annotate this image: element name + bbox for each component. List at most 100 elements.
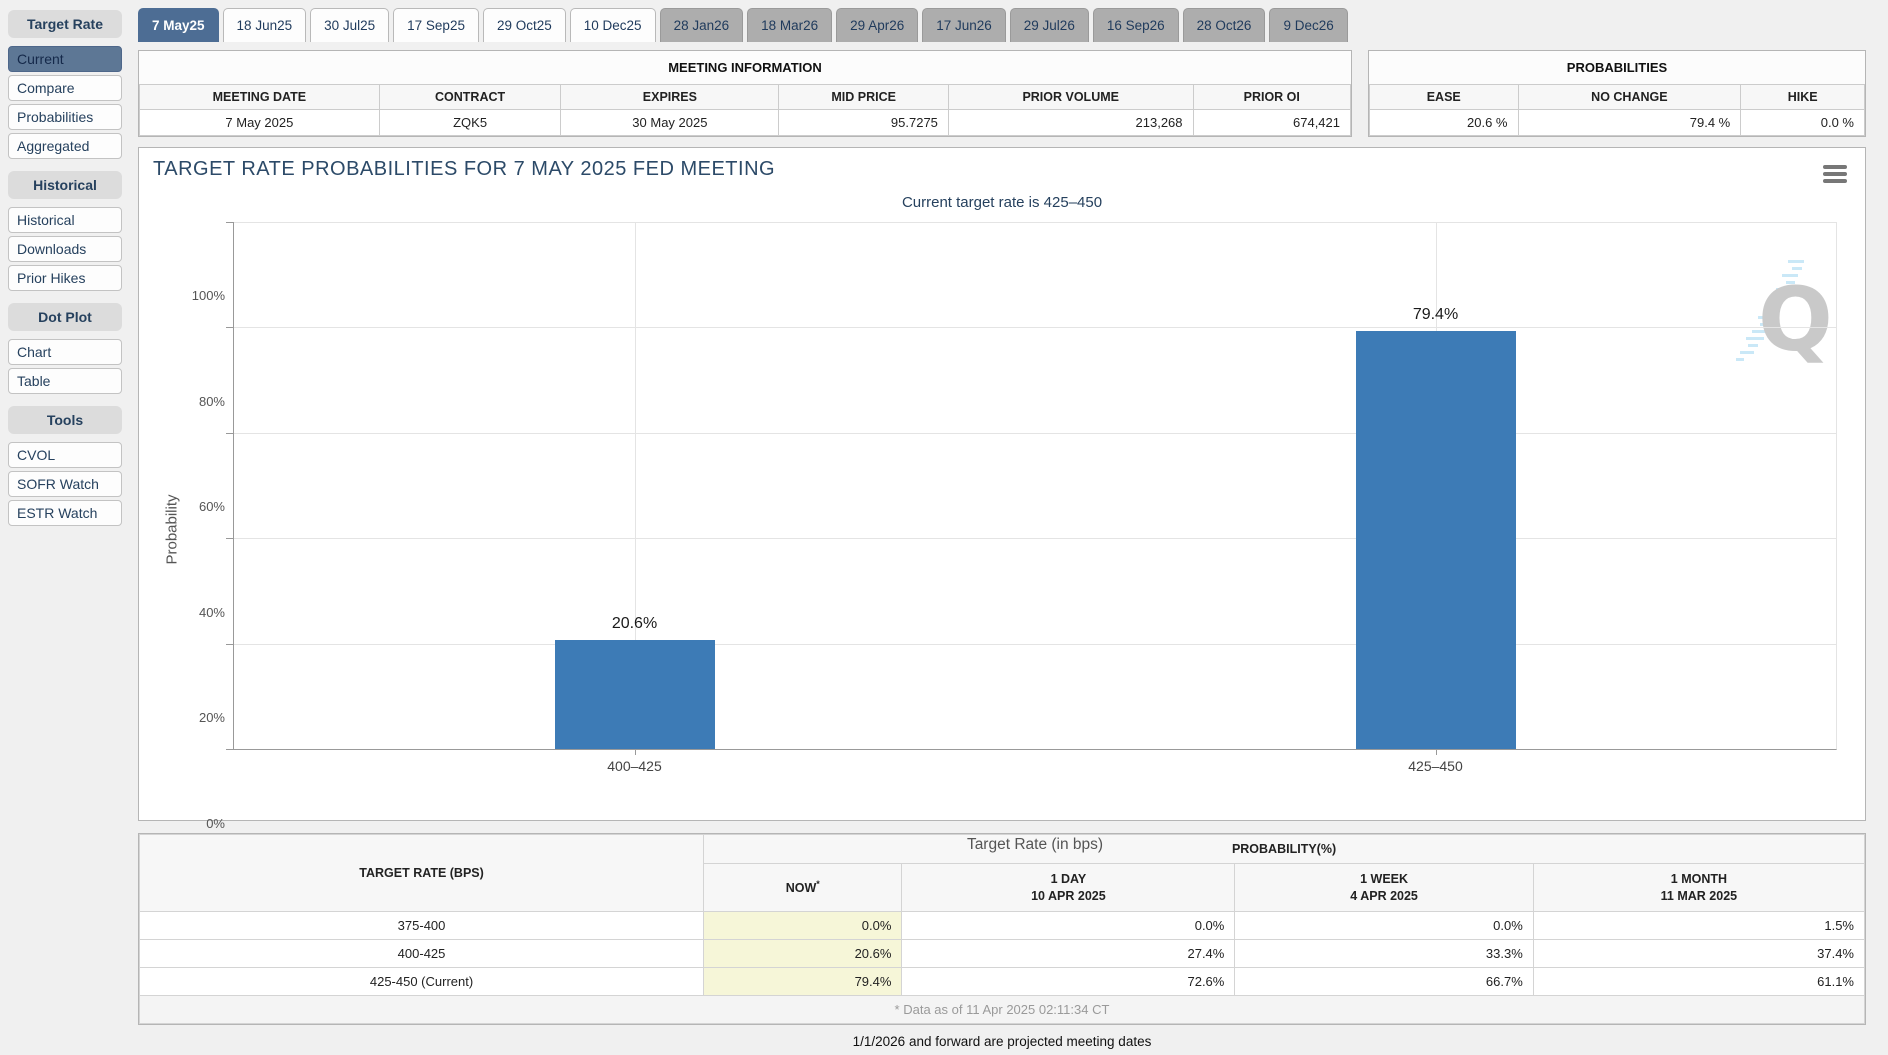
tab-9-dec26[interactable]: 9 Dec26 — [1269, 8, 1348, 42]
y-tick-label: 40% — [198, 604, 225, 620]
meeting-information-panel: MEETING INFORMATION MEETING DATE CONTRACT… — [138, 50, 1352, 137]
x-tick-mark — [1435, 749, 1437, 755]
prob-val-hike: 0.0 % — [1740, 109, 1865, 136]
gridline-vertical — [634, 222, 636, 749]
sidebar-item-prior-hikes[interactable]: Prior Hikes — [8, 265, 122, 291]
sidebar-item-cvol[interactable]: CVOL — [8, 442, 122, 468]
target-rate-chart-panel: TARGET RATE PROBABILITIES FOR 7 MAY 2025… — [138, 147, 1866, 853]
sidebar-item-chart[interactable]: Chart — [8, 339, 122, 365]
bar-value-label: 20.6% — [611, 615, 658, 633]
week-cell: 0.0% — [1234, 911, 1534, 940]
rate-cell: 375-400 — [138, 911, 705, 940]
y-tick-label: 100% — [191, 288, 225, 303]
quikstrike-watermark-icon: Q — [1736, 260, 1830, 368]
chart-title: TARGET RATE PROBABILITIES FOR 7 MAY 2025… — [153, 158, 776, 180]
column-header-now: NOW* — [703, 863, 903, 912]
week-cell: 66.7% — [1234, 967, 1534, 996]
tab-29-apr26[interactable]: 29 Apr26 — [836, 8, 919, 42]
meeting-col-contract: CONTRACT — [378, 84, 562, 110]
sidebar-item-downloads[interactable]: Downloads — [8, 236, 122, 262]
meeting-val-mid-price: 95.7275 — [778, 109, 949, 136]
prob-col-hike: HIKE — [1740, 84, 1865, 110]
y-tick-label: 20% — [198, 710, 225, 726]
hamburger-menu-icon[interactable] — [1823, 162, 1847, 186]
month-cell: 37.4% — [1532, 939, 1866, 968]
tab-10-dec25[interactable]: 10 Dec25 — [569, 8, 656, 42]
sidebar-item-estr-watch[interactable]: ESTR Watch — [8, 500, 122, 526]
meeting-information-title: MEETING INFORMATION — [139, 51, 1351, 84]
period-date: 4 APR 2025 — [1350, 889, 1418, 903]
x-tick-label: 400–425 — [607, 758, 662, 774]
probability-history-panel: TARGET RATE (BPS) PROBABILITY(%) NOW* 1 … — [138, 833, 1866, 1025]
period-date: 11 MAR 2025 — [1660, 889, 1738, 903]
table-row-375-400: 375-400 0.0% 0.0% 0.0% 1.5% — [138, 911, 1866, 940]
probabilities-title: PROBABILITIES — [1369, 51, 1865, 84]
column-header-1-day: 1 DAY 10 APR 2025 — [901, 863, 1236, 912]
tab-29-jul26[interactable]: 29 Jul26 — [1009, 8, 1089, 42]
tab-30-jul25[interactable]: 30 Jul25 — [310, 8, 390, 42]
period-date: 10 APR 2025 — [1031, 889, 1106, 903]
column-header-1-week: 1 WEEK 4 APR 2025 — [1234, 863, 1534, 912]
sidebar-item-sofr-watch[interactable]: SOFR Watch — [8, 471, 122, 497]
meeting-date-tabs: 7 May25 18 Jun25 30 Jul25 17 Sep25 29 Oct25 1… — [138, 8, 1866, 42]
chart-body: Probability 0% 20% 40% 60% 80% 100% Q — [153, 222, 1851, 853]
sidebar-header-historical: Historical — [8, 171, 122, 199]
day-cell: 72.6% — [901, 967, 1236, 996]
month-cell: 1.5% — [1532, 911, 1866, 940]
now-cell: 79.4% — [703, 967, 903, 996]
gridline-horizontal — [234, 327, 1836, 329]
period-label: 1 MONTH — [1670, 872, 1728, 886]
y-tick-label: 60% — [198, 499, 225, 515]
sidebar-item-historical[interactable]: Historical — [8, 207, 122, 233]
y-tick-label: 80% — [198, 393, 225, 409]
tab-18-mar26[interactable]: 18 Mar26 — [747, 8, 833, 42]
now-cell: 20.6% — [703, 939, 903, 968]
meeting-information-table: MEETING DATE CONTRACT EXPIRES MID PRICE PRIO… — [139, 84, 1352, 136]
column-header-1-month: 1 MONTH 11 MAR 2025 — [1532, 863, 1866, 912]
day-cell: 27.4% — [901, 939, 1236, 968]
meeting-val-contract: ZQK5 — [378, 109, 562, 136]
y-tick-mark — [226, 538, 234, 540]
period-label: 1 WEEK — [1360, 872, 1409, 886]
prob-val-ease: 20.6 % — [1369, 109, 1519, 136]
chart-subtitle: Current target rate is 425–450 — [901, 194, 1103, 211]
meeting-col-mid-price: MID PRICE — [778, 84, 949, 110]
tab-18-jun25[interactable]: 18 Jun25 — [222, 8, 307, 42]
tab-28-jan26[interactable]: 28 Jan26 — [659, 8, 744, 42]
y-tick-mark — [226, 222, 234, 223]
bar-value-label: 79.4% — [1412, 305, 1459, 323]
meeting-col-expires: EXPIRES — [560, 84, 780, 110]
summary-panels-row: MEETING INFORMATION MEETING DATE CONTRACT… — [138, 50, 1866, 137]
table-row-400-425: 400-425 20.6% 27.4% 33.3% 37.4% — [138, 939, 1866, 968]
column-header-target-rate: TARGET RATE (BPS) — [138, 834, 705, 912]
prob-col-ease: EASE — [1369, 84, 1519, 110]
sidebar-item-current[interactable]: Current — [8, 46, 122, 72]
tab-16-sep26[interactable]: 16 Sep26 — [1092, 8, 1179, 42]
sidebar-header-dot-plot: Dot Plot — [8, 303, 122, 331]
rate-cell: 400-425 — [138, 939, 705, 968]
y-axis-ticks: 0% 20% 40% 60% 80% 100% — [153, 288, 225, 831]
tab-17-sep25[interactable]: 17 Sep25 — [393, 8, 479, 42]
gridline-horizontal — [234, 643, 1836, 645]
sidebar-item-compare[interactable]: Compare — [8, 75, 122, 101]
tab-29-oct25[interactable]: 29 Oct25 — [482, 8, 566, 42]
gridline-horizontal — [234, 538, 1836, 540]
tab-28-oct26[interactable]: 28 Oct26 — [1182, 8, 1266, 42]
meeting-val-expires: 30 May 2025 — [560, 109, 780, 136]
sidebar-item-aggregated[interactable]: Aggregated — [8, 133, 122, 159]
y-tick-mark — [226, 643, 234, 645]
sidebar-item-table[interactable]: Table — [8, 368, 122, 394]
tab-17-jun26[interactable]: 17 Jun26 — [922, 8, 1006, 42]
x-axis-title: Target Rate (in bps) — [966, 836, 1104, 853]
bar-425-450 — [1355, 330, 1516, 749]
table-row-425-450-current: 425-450 (Current) 79.4% 72.6% 66.7% 61.1% — [138, 967, 1866, 996]
x-tick-mark — [634, 749, 636, 755]
meeting-val-prior-volume: 213,268 — [947, 109, 1194, 136]
svg-text:Q: Q — [1758, 268, 1830, 368]
x-tick-label: 425–450 — [1408, 758, 1463, 774]
sidebar-item-probabilities[interactable]: Probabilities — [8, 104, 122, 130]
period-label: 1 DAY — [1050, 872, 1087, 886]
projected-dates-note: 1/1/2026 and forward are projected meeti… — [852, 1034, 1152, 1049]
data-as-of-note: * Data as of 11 Apr 2025 02:11:34 CT — [139, 995, 1865, 1024]
tab-7-may25[interactable]: 7 May25 — [138, 8, 219, 42]
